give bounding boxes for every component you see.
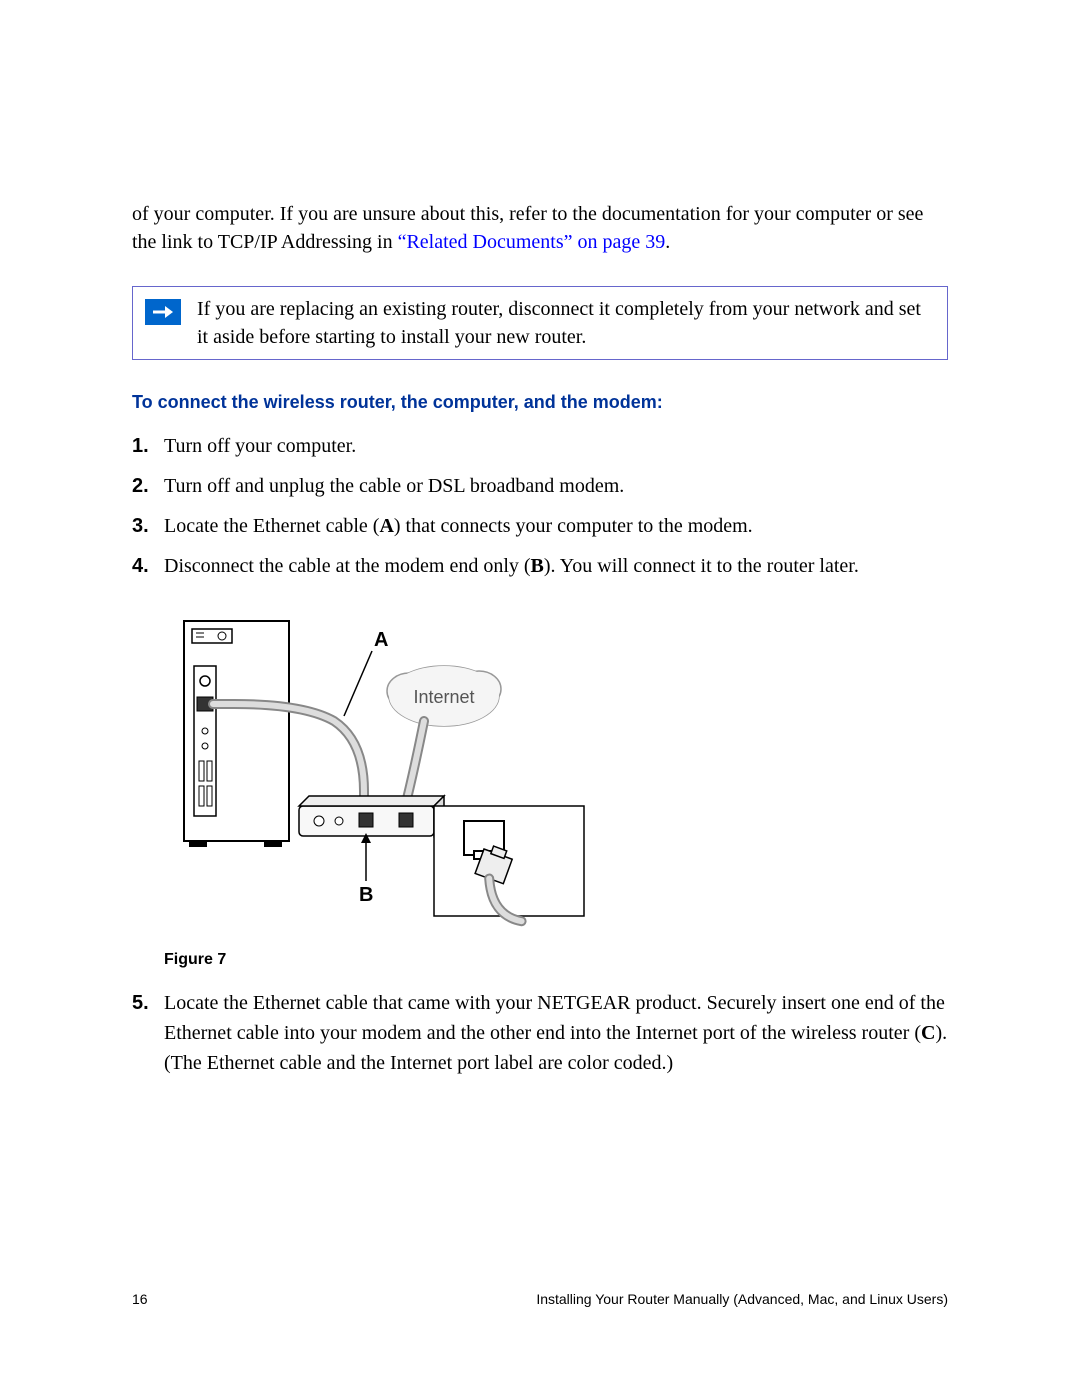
step-number: 2. (132, 471, 164, 501)
page-footer: 16 Installing Your Router Manually (Adva… (132, 1291, 948, 1307)
step-text: Locate the Ethernet cable that came with… (164, 988, 948, 1078)
section-heading: To connect the wireless router, the comp… (132, 390, 948, 415)
intro-after-link: . (665, 231, 670, 253)
step-number: 3. (132, 511, 164, 541)
diagram-label-A: A (374, 629, 388, 651)
note-callout: If you are replacing an existing router,… (132, 286, 948, 360)
step-5: 5. Locate the Ethernet cable that came w… (132, 988, 948, 1078)
steps-list-cont: 5. Locate the Ethernet cable that came w… (132, 988, 948, 1078)
steps-list: 1. Turn off your computer. 2. Turn off a… (132, 431, 948, 581)
step-number: 4. (132, 551, 164, 581)
intro-paragraph: of your computer. If you are unsure abou… (132, 200, 948, 256)
step-text: Turn off and unplug the cable or DSL bro… (164, 471, 948, 501)
step-4: 4. Disconnect the cable at the modem end… (132, 551, 948, 581)
figure-7: Internet A B (164, 611, 948, 939)
svg-text:Internet: Internet (413, 687, 474, 707)
modem-icon (299, 796, 444, 836)
label-C: C (921, 1022, 935, 1044)
label-A: A (379, 515, 393, 537)
figure-caption: Figure 7 (164, 949, 948, 971)
step-number: 5. (132, 988, 164, 1078)
step-1: 1. Turn off your computer. (132, 431, 948, 461)
arrow-right-icon (145, 299, 181, 325)
step-text: Turn off your computer. (164, 431, 948, 461)
label-B: B (531, 555, 544, 577)
connection-diagram: Internet A B (164, 611, 594, 931)
connector-inset (434, 806, 584, 922)
leader-line-A (344, 651, 372, 716)
step-3: 3. Locate the Ethernet cable (A) that co… (132, 511, 948, 541)
step-number: 1. (132, 431, 164, 461)
step-text: Disconnect the cable at the modem end on… (164, 551, 948, 581)
step-2: 2. Turn off and unplug the cable or DSL … (132, 471, 948, 501)
chapter-title: Installing Your Router Manually (Advance… (536, 1291, 948, 1307)
note-text: If you are replacing an existing router,… (197, 295, 935, 351)
step-text: Locate the Ethernet cable (A) that conne… (164, 511, 948, 541)
related-documents-link[interactable]: “Related Documents” on page 39 (398, 231, 666, 253)
page-number: 16 (132, 1291, 148, 1307)
internet-cloud-icon: Internet (387, 666, 501, 726)
diagram-label-B: B (359, 884, 373, 906)
computer-tower-icon (184, 621, 289, 847)
